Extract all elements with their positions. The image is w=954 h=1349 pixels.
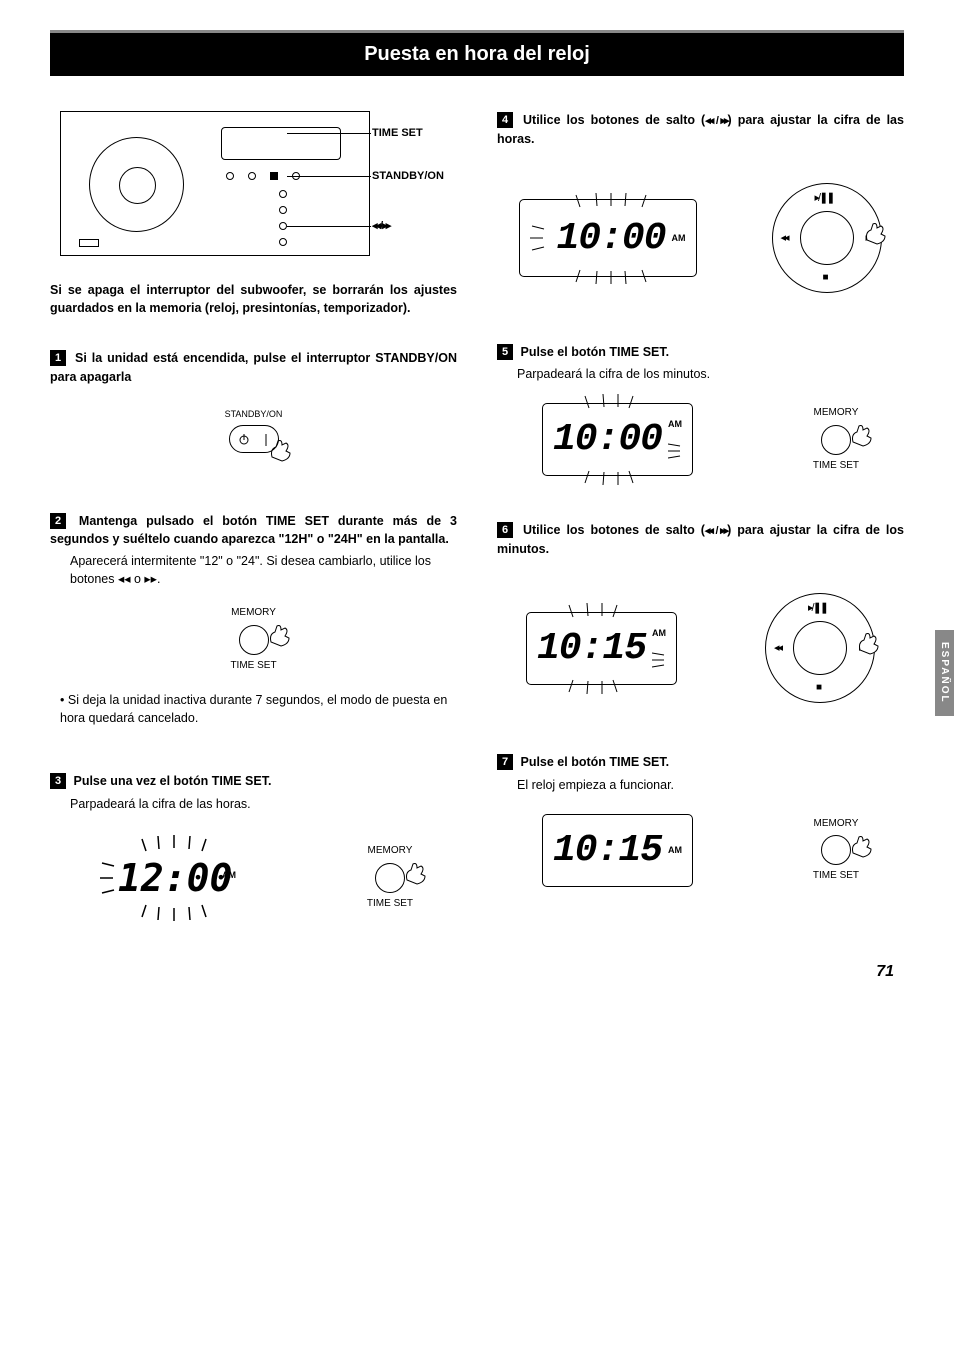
step-6: 6 Utilice los botones de salto (◂◂ / ▸▸)… — [497, 521, 904, 703]
clock-display: 10:00 AM — [519, 199, 696, 277]
step-title: Pulse el botón TIME SET. — [520, 755, 669, 769]
step-body: Parpadeará la cifra de los minutos. — [497, 365, 904, 383]
page-number: 71 — [0, 953, 954, 1001]
skip-icon: ◂◂ / ▸▸ — [705, 525, 727, 537]
svg-text:AM: AM — [222, 870, 236, 880]
step-title-pre: Utilice los botones de salto ( — [523, 523, 705, 537]
standby-button-figure: STANDBY/ON — [225, 408, 283, 457]
step-body: Parpadeará la cifra de las horas. — [50, 795, 457, 813]
step-title: Pulse una vez el botón TIME SET. — [73, 774, 271, 788]
pad-bottom-icon: ■ — [816, 681, 822, 696]
label-standby: STANDBY/ON — [372, 169, 444, 185]
memory-button-figure: MEMORY TIME SET — [813, 406, 859, 473]
clock-display: 10:15 AM — [542, 814, 693, 887]
step-number: 2 — [50, 513, 66, 529]
step-note: Si deja la unidad inactiva durante 7 seg… — [50, 691, 457, 727]
left-column: TIME SET STANDBY/ON ◂◂ / ▸▸ Si se apaga … — [50, 111, 457, 923]
step-title: Mantenga pulsado el botón TIME SET duran… — [50, 514, 457, 546]
svg-text:12:00: 12:00 — [118, 856, 232, 900]
clock-display: 12:00 AM — [94, 833, 249, 923]
label-skip: ◂◂ / ▸▸ — [372, 219, 389, 235]
step-2: 2 Mantenga pulsado el botón TIME SET dur… — [50, 512, 457, 728]
pad-left-icon: ◂◂ — [774, 641, 781, 657]
step-number: 4 — [497, 112, 513, 128]
memory-top-label: MEMORY — [813, 406, 859, 421]
memory-bottom-label: TIME SET — [230, 659, 276, 674]
memory-top-label: MEMORY — [813, 817, 859, 832]
step-body: El reloj empieza a funcionar. — [497, 776, 904, 794]
clock-ampm: AM — [672, 232, 686, 245]
step-title: Si la unidad está encendida, pulse el in… — [50, 351, 457, 383]
clock-display: 10:15 AM — [526, 612, 677, 685]
intro-text: Si se apaga el interruptor del subwoofer… — [50, 281, 457, 317]
step-number: 3 — [50, 773, 66, 789]
memory-top-label: MEMORY — [230, 606, 276, 621]
pad-bottom-icon: ■ — [823, 271, 829, 286]
hand-icon — [849, 424, 877, 448]
clock-digits: 10:15 — [537, 627, 646, 670]
pad-top-icon: ▸/❚❚ — [815, 191, 834, 207]
right-column: 4 Utilice los botones de salto (◂◂ / ▸▸)… — [497, 111, 904, 923]
step-title: Pulse el botón TIME SET. — [520, 345, 669, 359]
step-1: 1 Si la unidad está encendida, pulse el … — [50, 349, 457, 456]
step-4: 4 Utilice los botones de salto (◂◂ / ▸▸)… — [497, 111, 904, 293]
label-timeset: TIME SET — [372, 126, 423, 142]
step-5: 5 Pulse el botón TIME SET. Parpadeará la… — [497, 343, 904, 476]
step-title-pre: Utilice los botones de salto ( — [523, 113, 705, 127]
control-pad: ▸/❚❚ ■ ◂◂ ▸▸ — [772, 183, 882, 293]
step-3: 3 Pulse una vez el botón TIME SET. Parpa… — [50, 772, 457, 922]
clock-ampm: AM — [668, 844, 682, 857]
memory-bottom-label: TIME SET — [367, 897, 413, 912]
memory-top-label: MEMORY — [367, 844, 413, 859]
pad-left-icon: ◂◂ — [781, 231, 788, 247]
memory-bottom-label: TIME SET — [813, 869, 859, 884]
memory-bottom-label: TIME SET — [813, 459, 859, 474]
clock-digits: 10:00 — [553, 418, 662, 461]
step-7: 7 Pulse el botón TIME SET. El reloj empi… — [497, 753, 904, 886]
memory-button-figure: MEMORY TIME SET — [367, 844, 413, 911]
standby-label: STANDBY/ON — [225, 408, 283, 421]
step-number: 7 — [497, 754, 513, 770]
clock-display: 10:00 AM — [542, 403, 693, 476]
page-title: Puesta en hora del reloj — [50, 30, 904, 76]
language-tab: ESPAÑOL — [935, 630, 954, 716]
device-diagram: TIME SET STANDBY/ON ◂◂ / ▸▸ — [60, 111, 370, 256]
hand-icon — [268, 439, 296, 463]
clock-ampm: AM — [652, 627, 666, 640]
hand-icon — [863, 220, 893, 250]
control-pad: ▸/❚❚ ■ ◂◂ ▸▸ — [765, 593, 875, 703]
clock-ampm: AM — [668, 418, 682, 431]
memory-button-figure: MEMORY TIME SET — [230, 606, 276, 673]
clock-digits: 10:00 — [556, 217, 665, 260]
step-number: 1 — [50, 350, 66, 366]
hand-icon — [849, 835, 877, 859]
hand-icon — [267, 624, 295, 648]
hand-icon — [856, 630, 886, 660]
step-number: 5 — [497, 344, 513, 360]
step-number: 6 — [497, 522, 513, 538]
pad-top-icon: ▸/❚❚ — [808, 601, 827, 617]
hand-icon — [403, 862, 431, 886]
memory-button-figure: MEMORY TIME SET — [813, 817, 859, 884]
skip-icon: ◂◂ / ▸▸ — [705, 115, 727, 127]
clock-digits: 10:15 — [553, 823, 662, 878]
step-body: Aparecerá intermitente "12" o "24". Si d… — [50, 552, 457, 588]
